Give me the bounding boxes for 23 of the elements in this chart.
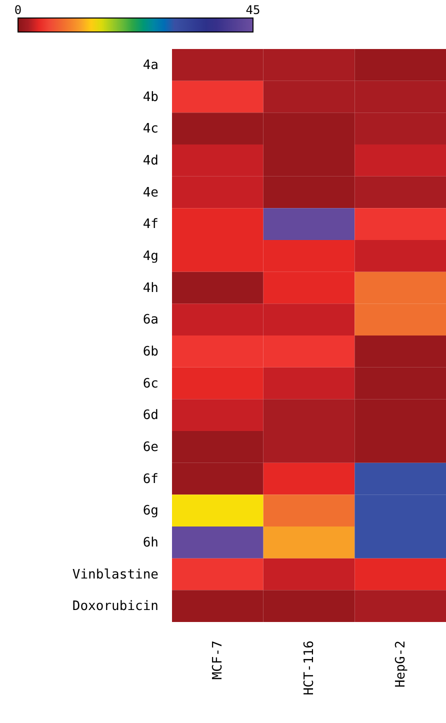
y-tick-label: 6g xyxy=(142,504,158,519)
y-tick-label: Doxorubicin xyxy=(72,599,158,614)
y-tick-label: 4h xyxy=(142,280,158,296)
color-bar-label: 0 xyxy=(14,3,22,17)
y-tick-label: 6c xyxy=(142,376,158,392)
y-tick-label: Vinblastine xyxy=(72,567,159,582)
x-tick-label: HepG-2 xyxy=(393,640,408,688)
y-tick-label: 4a xyxy=(142,58,158,73)
x-tick-label: MCF-7 xyxy=(210,640,226,680)
y-tick-label: 4e xyxy=(142,185,159,200)
y-tick-label: 6d xyxy=(142,408,158,424)
y-tick-label: 6f xyxy=(142,472,158,487)
y-tick-label: 4b xyxy=(142,90,159,105)
y-tick-label: 4g xyxy=(142,248,158,264)
y-tick-label: 4c xyxy=(142,122,158,137)
y-tick-label: 6e xyxy=(142,440,159,455)
x-tick-label: HCT-116 xyxy=(302,640,317,696)
y-tick-label: 6h xyxy=(142,535,158,550)
color-bar-label: 45 xyxy=(246,3,260,17)
y-tick-label: 6a xyxy=(142,312,158,328)
y-tick-label: 4f xyxy=(142,217,158,232)
y-tick-label: 4d xyxy=(142,153,158,168)
y-tick-label: 6b xyxy=(142,344,159,360)
